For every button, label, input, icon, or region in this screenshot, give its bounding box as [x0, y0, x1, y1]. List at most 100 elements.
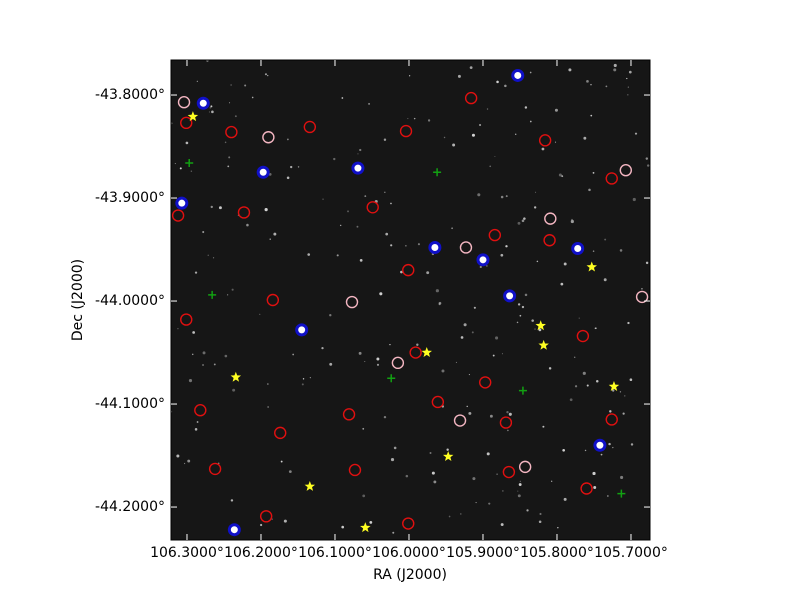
background-star: [541, 147, 545, 151]
background-star: [321, 346, 324, 350]
background-star: [211, 110, 214, 114]
source-marker: [342, 408, 356, 421]
background-star: [626, 77, 628, 80]
background-star: [583, 136, 587, 140]
background-star: [302, 378, 305, 380]
background-star: [392, 531, 395, 534]
background-star: [516, 321, 519, 324]
source-marker: [511, 68, 525, 82]
background-star: [471, 331, 474, 334]
source-marker: [586, 261, 597, 272]
source-marker: [538, 339, 549, 350]
source-marker: [345, 295, 359, 309]
x-tick-label: 106.2000°: [224, 545, 298, 561]
source-marker: [387, 374, 396, 383]
background-star: [280, 460, 283, 463]
background-star: [628, 70, 632, 74]
sky-image: [171, 60, 650, 540]
background-star: [383, 138, 387, 141]
background-star: [246, 223, 249, 227]
background-star: [244, 84, 247, 87]
background-star: [202, 351, 206, 355]
background-star: [390, 202, 392, 205]
source-marker: [428, 240, 442, 254]
source-marker: [538, 134, 552, 147]
background-star: [441, 369, 445, 373]
background-star: [383, 415, 387, 419]
background-star: [390, 457, 395, 462]
background-star: [563, 497, 567, 501]
background-star: [271, 518, 273, 520]
background-star: [570, 219, 574, 224]
background-star: [605, 85, 608, 88]
background-star: [590, 83, 592, 86]
background-star: [501, 353, 503, 355]
background-star: [228, 102, 231, 104]
source-marker: [348, 463, 362, 477]
background-star: [347, 210, 349, 213]
x-tick-label: 106.0000°: [372, 545, 446, 561]
background-star: [627, 321, 630, 325]
source-marker: [459, 241, 473, 254]
background-star: [592, 171, 595, 174]
source-marker: [503, 289, 517, 303]
background-star: [267, 406, 269, 408]
background-star: [460, 513, 462, 515]
background-star: [273, 232, 277, 236]
background-star: [234, 115, 237, 118]
background-star: [177, 328, 179, 330]
background-star: [336, 254, 339, 257]
background-star: [477, 193, 481, 197]
background-star: [539, 512, 542, 515]
background-star: [283, 519, 287, 523]
background-star: [634, 132, 638, 135]
background-star: [286, 138, 289, 141]
background-star: [457, 74, 461, 78]
background-star: [409, 75, 411, 77]
background-star: [495, 336, 499, 340]
background-star: [534, 328, 536, 330]
background-star: [259, 313, 261, 315]
background-star: [472, 477, 476, 481]
background-star: [267, 74, 269, 77]
x-tick-label: 105.7000°: [594, 545, 668, 561]
source-marker: [399, 124, 413, 138]
background-star: [508, 412, 512, 416]
background-star: [504, 84, 507, 88]
background-star: [533, 206, 537, 209]
y-tick-label: -44.2000°: [95, 499, 165, 515]
source-marker: [180, 116, 193, 130]
background-star: [646, 164, 650, 167]
background-star: [179, 167, 182, 170]
background-star: [448, 515, 451, 518]
background-star: [364, 361, 366, 363]
background-star: [333, 157, 336, 161]
background-star: [531, 319, 534, 322]
background-star: [608, 442, 611, 446]
source-marker: [295, 323, 309, 337]
background-star: [230, 499, 234, 502]
source-marker: [576, 329, 590, 343]
background-star: [190, 170, 193, 172]
background-star: [563, 262, 567, 266]
background-star: [486, 108, 489, 110]
background-star: [210, 105, 213, 108]
background-star: [357, 153, 359, 155]
source-marker: [304, 480, 316, 491]
source-marker: [177, 96, 191, 109]
background-star: [500, 253, 504, 257]
background-star: [479, 265, 482, 269]
background-star: [529, 120, 532, 123]
background-star: [558, 173, 562, 177]
background-star: [329, 362, 333, 366]
source-marker: [208, 462, 222, 476]
background-star: [529, 71, 532, 74]
background-star: [213, 363, 216, 366]
background-star: [578, 317, 580, 319]
background-star: [538, 328, 542, 332]
background-star: [341, 525, 345, 529]
source-marker: [571, 241, 585, 255]
background-star: [524, 106, 528, 109]
background-star: [341, 97, 344, 99]
background-star: [210, 205, 213, 209]
